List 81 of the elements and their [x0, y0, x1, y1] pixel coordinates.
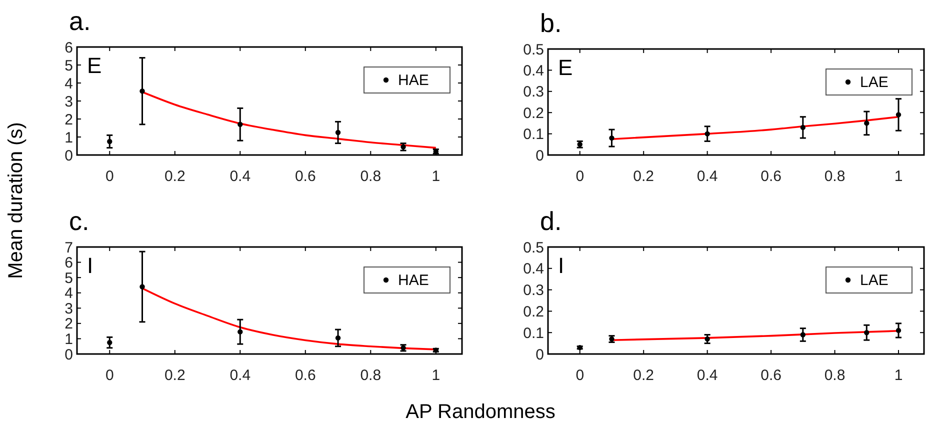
x-tick-label: 0.2 [633, 168, 654, 185]
point [140, 284, 145, 290]
chart-title: c. [69, 206, 90, 236]
x-axis-title: AP Randomness [406, 401, 556, 423]
x-tick-label: 0.4 [696, 168, 718, 185]
y-tick-label: 0.5 [523, 41, 544, 58]
x-tick-label: 0.8 [360, 168, 382, 185]
y-tick-label: 6 [64, 39, 73, 56]
x-tick-label: 0 [105, 367, 114, 384]
y-tick-label: 1 [64, 330, 73, 348]
x-tick-label: 0.8 [824, 168, 846, 185]
y-axis-title: Mean duration (s) [5, 122, 27, 279]
y-tick-label: 5 [64, 270, 73, 287]
y-tick-label: 0.3 [523, 84, 544, 101]
chart-title: d. [540, 206, 562, 236]
annotation: I [87, 253, 94, 278]
point [864, 330, 870, 336]
y-tick-label: 0 [64, 346, 73, 364]
annotation: E [558, 55, 573, 80]
y-tick-label: 0 [536, 147, 544, 164]
point [107, 138, 112, 144]
legend-label: HAE [398, 72, 429, 89]
x-tick-label: 0.4 [696, 367, 718, 384]
y-tick-label: 0.4 [523, 62, 544, 80]
y-tick-label: 0 [64, 147, 73, 164]
x-tick-label: 1 [432, 367, 440, 384]
y-tick-label: 2 [64, 316, 73, 333]
x-tick-label: 0.6 [760, 168, 782, 185]
y-tick-label: 4 [64, 285, 73, 302]
point [896, 328, 902, 334]
y-tick-label: 6 [64, 254, 73, 272]
x-tick-label: 0.4 [230, 367, 251, 384]
x-tick-label: 1 [894, 168, 903, 185]
point [800, 124, 806, 130]
point [800, 332, 806, 338]
x-tick-label: 0 [576, 168, 584, 185]
x-tick-label: 0.6 [760, 367, 782, 384]
y-tick-label: 0.1 [523, 126, 544, 144]
y-tick-label: 1 [64, 129, 73, 146]
legend-label: LAE [860, 74, 888, 91]
point [140, 88, 145, 94]
y-tick-label: 5 [64, 57, 73, 74]
y-tick-label: 0.1 [523, 324, 544, 342]
x-tick-label: 0.4 [230, 168, 251, 185]
y-tick-label: 0.5 [523, 239, 544, 256]
y-tick-label: 0.4 [523, 260, 544, 278]
point [238, 122, 243, 127]
point [864, 120, 870, 126]
legend-label: HAE [398, 272, 429, 289]
point [896, 112, 902, 118]
x-tick-label: 0.6 [294, 367, 316, 384]
annotation: E [87, 53, 102, 78]
y-tick-label: 7 [64, 239, 73, 256]
point [335, 335, 341, 341]
y-tick-label: 0 [536, 346, 544, 364]
x-tick-label: 0.6 [294, 168, 316, 185]
y-tick-label: 4 [64, 75, 73, 92]
x-tick-label: 0.2 [164, 367, 186, 384]
annotation: I [558, 253, 564, 278]
x-tick-label: 0.2 [633, 367, 654, 384]
point [704, 131, 710, 136]
x-tick-label: 0 [576, 367, 584, 384]
y-tick-label: 0.3 [523, 282, 544, 300]
x-tick-label: 1 [432, 168, 440, 185]
y-tick-label: 0.2 [523, 303, 544, 320]
y-tick-label: 0.2 [523, 104, 544, 122]
point [238, 329, 243, 334]
x-tick-label: 0.8 [360, 367, 382, 384]
y-tick-label: 3 [64, 93, 73, 110]
point [609, 135, 614, 141]
y-tick-label: 3 [64, 300, 73, 318]
point [107, 340, 112, 346]
x-tick-label: 1 [894, 367, 903, 384]
x-tick-label: 0 [105, 168, 114, 185]
x-tick-label: 0.2 [164, 168, 186, 185]
x-tick-label: 0.8 [824, 367, 846, 384]
y-tick-label: 2 [64, 111, 73, 128]
point [335, 130, 341, 136]
legend-label: LAE [860, 272, 888, 289]
chart-title: b. [540, 8, 562, 38]
chart-title: a. [69, 6, 91, 36]
